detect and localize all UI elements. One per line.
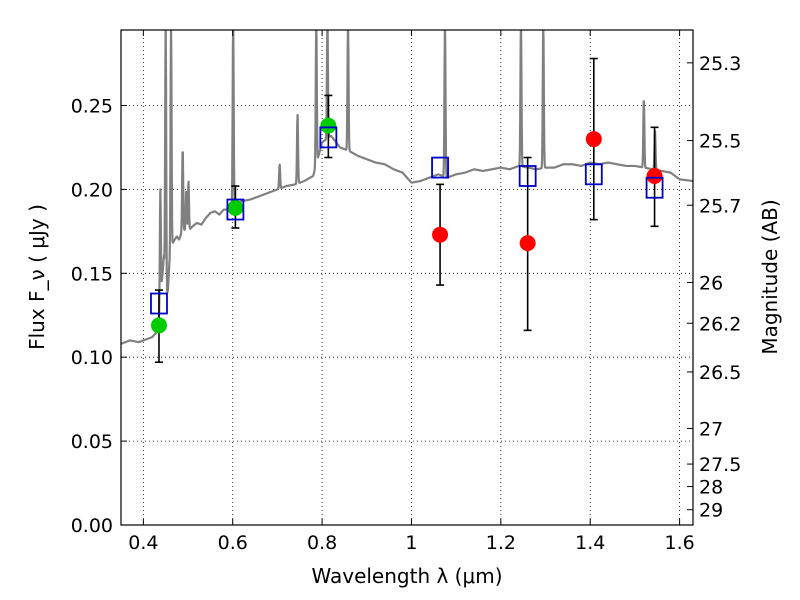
y2-tick-label: 26.2 (699, 313, 741, 335)
y2-tick-label: 27.5 (699, 454, 741, 476)
x-tick-label: 1.4 (575, 532, 605, 554)
y2-tick-label: 26.5 (699, 362, 741, 384)
y2-tick-label: 26 (699, 272, 723, 294)
data-point (320, 117, 337, 134)
y-tick-label: 0.00 (71, 515, 113, 537)
model-spectrum (121, 30, 693, 345)
y-tick-label: 0.10 (71, 347, 113, 369)
model-photometry-point (431, 156, 449, 179)
x-tick-label: 0.4 (128, 532, 158, 554)
data-point (227, 199, 244, 216)
markers (150, 117, 664, 334)
model-photometry-point (518, 165, 537, 187)
model-photometry-point (584, 163, 603, 186)
data-point (150, 317, 167, 334)
grid (121, 30, 693, 526)
y-tick-label: 0.05 (71, 431, 113, 453)
y2-axis-label: Magnitude (AB) (758, 199, 782, 354)
y2-tick-label: 28 (699, 477, 723, 499)
y2-tick-label: 25.7 (699, 195, 741, 217)
model-photometry-point (645, 176, 664, 199)
y-tick-label: 0.25 (71, 96, 113, 118)
y2-tick-label: 25.5 (699, 131, 741, 153)
x-tick-label: 1.2 (486, 532, 516, 554)
axis-ticks: 0.4 0.6 0.8 1 1.2 1.4 1.6 0.00 0.05 0.10 0.15 0.20 0… (71, 30, 741, 554)
data-point (585, 131, 602, 148)
x-tick-label: 0.8 (307, 532, 337, 554)
x-tick-label: 1.6 (664, 532, 694, 554)
model-photometry-point (319, 126, 338, 149)
y2-tick-label: 27 (699, 418, 723, 440)
y-axis-label: Flux F_ν ( μJy ) (25, 204, 49, 350)
y2-tick-label: 25.3 (699, 53, 741, 75)
x-axis-label: Wavelength λ (μm) (311, 564, 502, 588)
data-point (646, 167, 663, 184)
x-tick-label: 0.6 (218, 532, 248, 554)
y-tick-label: 0.20 (71, 179, 113, 201)
y-tick-label: 0.15 (71, 263, 113, 285)
model-photometry-point (226, 198, 245, 221)
model-photometry-point (150, 292, 168, 315)
plot-area (121, 30, 693, 364)
data-point (432, 226, 449, 243)
data-point (519, 235, 536, 252)
y2-tick-label: 29 (699, 500, 723, 522)
x-tick-label: 1 (405, 532, 417, 554)
plot-frame (120, 29, 694, 526)
model-spectrum-line (121, 30, 693, 345)
